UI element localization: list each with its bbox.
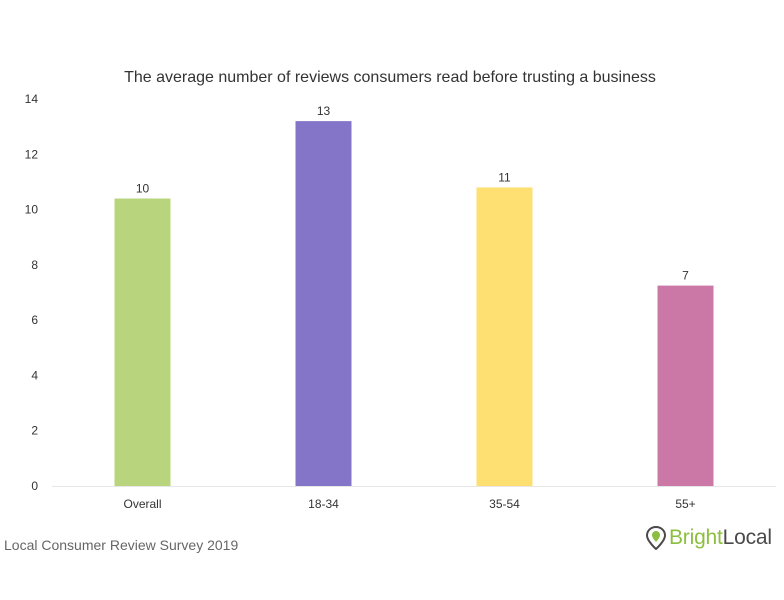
data-label: 10 [136, 182, 150, 196]
bar-overall [114, 198, 171, 486]
data-label: 11 [498, 170, 511, 184]
data-label: 13 [317, 104, 331, 118]
x-tick-label: 18-34 [308, 497, 339, 511]
data-label: 7 [682, 269, 689, 283]
y-tick-label: 0 [31, 479, 38, 493]
y-tick-label: 14 [25, 92, 39, 106]
brightlocal-logo: Bright Local [645, 526, 772, 550]
x-tick-label: Overall [123, 497, 161, 511]
y-tick-label: 8 [31, 258, 38, 272]
logo-text-bright: Bright [669, 526, 723, 549]
y-tick-label: 10 [25, 203, 39, 217]
bars: 10 13 11 7 [114, 104, 714, 486]
source-label: Local Consumer Review Survey 2019 [4, 537, 239, 553]
location-pin-icon [645, 526, 667, 550]
y-tick-label: 6 [31, 313, 38, 327]
bar-55- [657, 285, 714, 486]
chart-title: The average number of reviews consumers … [124, 69, 656, 86]
y-axis: 0 2 4 6 8 10 12 14 [25, 92, 39, 493]
y-tick-label: 2 [31, 424, 38, 438]
bar-18-34 [295, 121, 352, 486]
x-axis: Overall 18-34 35-54 55+ [123, 497, 695, 511]
x-tick-label: 55+ [675, 497, 695, 511]
x-tick-label: 35-54 [489, 497, 520, 511]
bar-35-54 [476, 187, 533, 486]
logo-text-local: Local [722, 526, 772, 549]
y-tick-label: 4 [31, 368, 38, 382]
y-tick-label: 12 [25, 147, 39, 161]
